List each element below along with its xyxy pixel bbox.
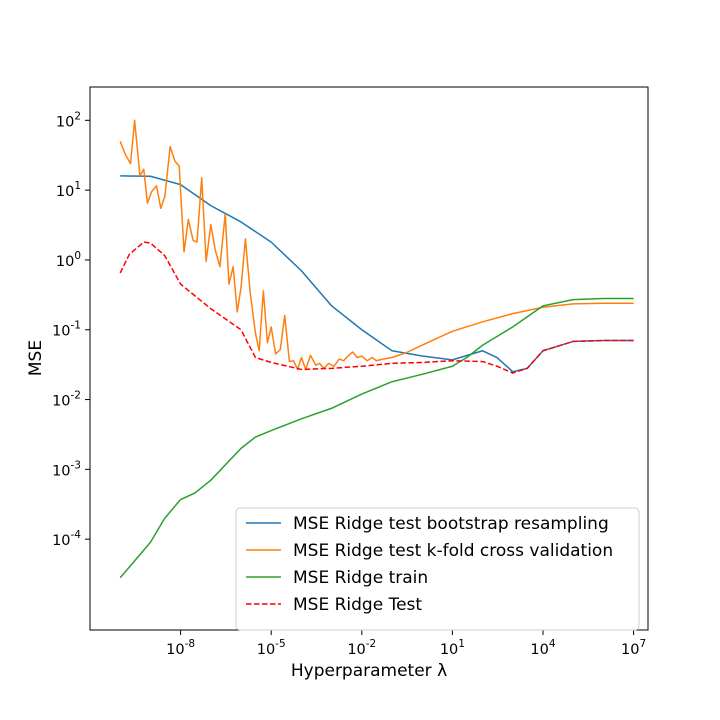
series-line-4 bbox=[119, 241, 634, 374]
x-tick-label: 10-8 bbox=[166, 638, 195, 658]
y-tick-label: 101 bbox=[56, 180, 81, 200]
y-tick-label: 10-4 bbox=[52, 529, 81, 549]
y-tick-label: 102 bbox=[56, 110, 81, 130]
series-line-3 bbox=[119, 297, 634, 579]
legend-box bbox=[235, 507, 640, 631]
legend: MSE Ridge test bootstrap resampling MSE R… bbox=[235, 507, 640, 631]
x-tick-label: 10-2 bbox=[347, 638, 376, 658]
legend-label: MSE Ridge train bbox=[293, 568, 428, 588]
y-tick-label: 100 bbox=[56, 250, 81, 270]
y-axis-label: MSE bbox=[26, 340, 46, 376]
y-tick-label: 10-2 bbox=[52, 390, 81, 410]
legend-label: MSE Ridge test bootstrap resampling bbox=[293, 514, 609, 534]
x-tick-label: 10-5 bbox=[257, 638, 286, 658]
ticks-layer: 10-8 10-5 10-2 101 104 107 10-4 10-3 10-2 10-1 100… bbox=[52, 110, 646, 658]
series-layer bbox=[119, 119, 634, 579]
x-tick-label: 107 bbox=[621, 638, 646, 658]
legend-label: MSE Ridge test k-fold cross validation bbox=[293, 541, 613, 561]
x-tick-label: 104 bbox=[530, 638, 555, 658]
y-tick-label: 10-3 bbox=[52, 459, 81, 479]
series-line-2 bbox=[119, 119, 634, 371]
x-tick-label: 101 bbox=[440, 638, 465, 658]
x-axis-label: Hyperparameter λ bbox=[291, 661, 447, 681]
legend-label: MSE Ridge Test bbox=[293, 595, 422, 615]
y-tick-label: 10-1 bbox=[52, 320, 81, 340]
